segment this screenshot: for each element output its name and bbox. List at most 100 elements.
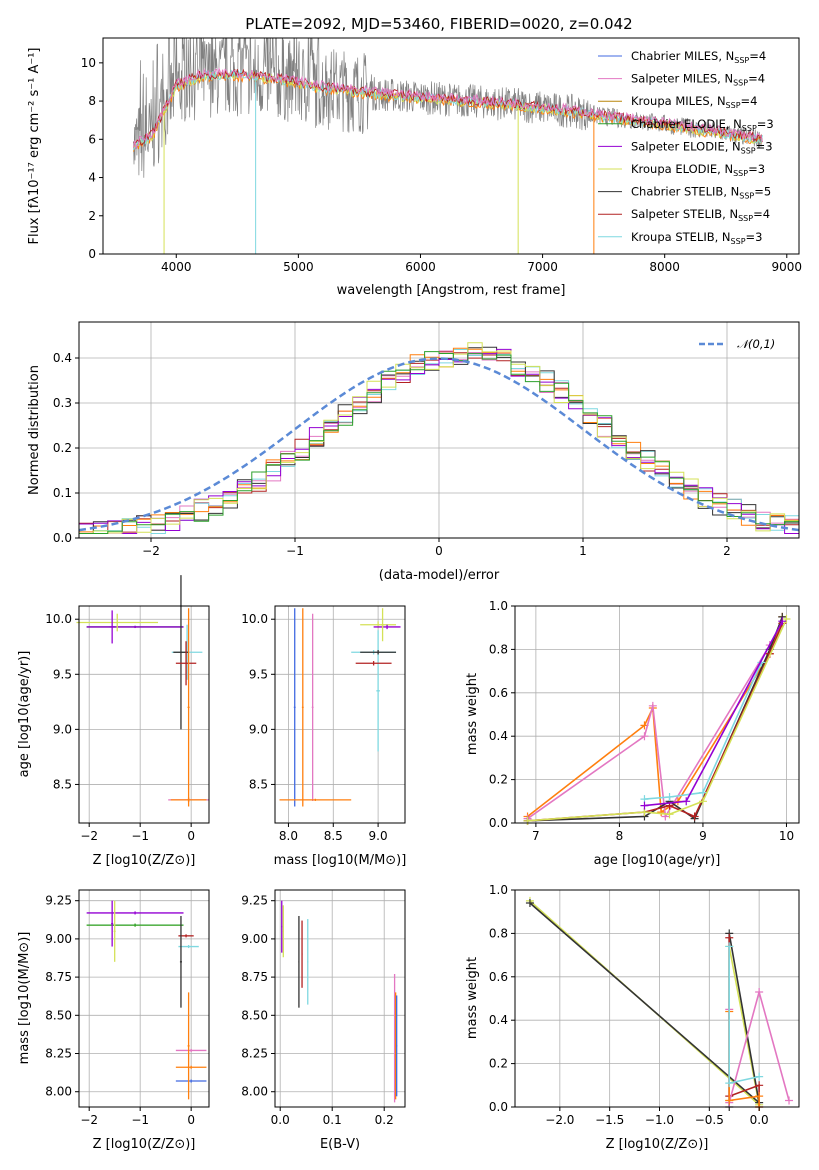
x-tick-label: 0.0 — [750, 1113, 769, 1127]
y-tick-label: 9.00 — [241, 932, 268, 946]
y-tick-label: 8.00 — [241, 1085, 268, 1099]
mass-vs-ebv-grid — [275, 890, 405, 1107]
x-tick-label: 0.1 — [323, 1113, 342, 1127]
y-tick-label: 9.25 — [45, 894, 72, 908]
mass-vs-z-ticks: −2 −1 0 8.00 8.25 8.50 8.75 9.00 9.25 — [45, 894, 195, 1127]
spectrum-ticks: 4000 5000 6000 7000 8000 9000 0 2 4 6 8 10 — [81, 56, 802, 274]
mass-vs-ebv-frame — [274, 889, 406, 1108]
y-tick-label: 8.25 — [241, 1047, 268, 1061]
gaussian-legend-label: 𝒩(0,1) — [737, 337, 775, 351]
legend-subscript: SSP — [726, 101, 741, 110]
mass-vs-ebv-data — [281, 900, 398, 1103]
y-tick-label: 0.2 — [489, 773, 508, 787]
x-tick-label: 2 — [723, 544, 731, 558]
weight-age-series — [527, 616, 784, 818]
x-tick-label: 0 — [187, 1113, 195, 1127]
weight-age-marker — [690, 812, 699, 821]
x-tick-label: 8.5 — [324, 829, 343, 843]
legend-value: =3 — [746, 230, 763, 244]
mass-vs-ebv-ticks: 0.0 0.1 0.2 8.00 8.25 8.50 8.75 9.00 9.25 — [241, 894, 393, 1127]
mass-vs-z-grid — [79, 890, 209, 1107]
age-vs-mass-panel: 8.0 8.5 9.0 8.5 9.0 9.5 10.0 mass [log10(M/M⊙)… — [241, 605, 406, 868]
y-tick-label: 10.0 — [241, 612, 268, 626]
legend-subscript: SSP — [741, 146, 756, 155]
y-tick-label: 8.25 — [45, 1047, 72, 1061]
age-vs-z-grid — [79, 606, 209, 823]
y-tick-label: 0.2 — [489, 1057, 508, 1071]
y-tick-label: 6 — [88, 132, 96, 146]
weight-z-marker — [725, 1079, 734, 1088]
age-vs-mass-ticks: 8.0 8.5 9.0 8.5 9.0 9.5 10.0 — [241, 612, 387, 843]
weight-z-marker — [725, 933, 734, 942]
y-tick-label: 8 — [88, 94, 96, 108]
legend-label: Chabrier ELODIE, NSSP=3 — [631, 117, 774, 133]
weight-vs-age-panel: 7 8 9 10 0.0 0.2 0.4 0.6 0.8 1.0 age [log10(age/y… — [465, 599, 800, 868]
weight-age-marker — [640, 732, 649, 741]
y-tick-label: 0.6 — [489, 970, 508, 984]
y-tick-label: 10.0 — [45, 612, 72, 626]
weight-vs-z-ticks: −2.0 −1.5 −1.0 −0.5 0.0 0.0 0.2 0.4 0.6 0.8 1.0 — [489, 883, 769, 1127]
y-tick-label: 0.3 — [53, 396, 72, 410]
y-tick-label: 9.5 — [249, 667, 268, 681]
y-tick-label: 0.0 — [53, 531, 72, 545]
legend-value: =5 — [754, 185, 771, 199]
mass-vs-ebv-panel: 0.0 0.1 0.2 8.00 8.25 8.50 8.75 9.00 9.25 E(B-V) — [241, 889, 406, 1152]
weight-vs-age-ticks: 7 8 9 10 0.0 0.2 0.4 0.6 0.8 1.0 — [489, 599, 794, 843]
legend-label: Salpeter MILES, NSSP=4 — [631, 72, 765, 88]
y-tick-label: 8.75 — [45, 970, 72, 984]
x-tick-label: 8000 — [649, 260, 680, 274]
y-tick-label: 0.0 — [489, 816, 508, 830]
x-tick-label: 0.0 — [271, 1113, 290, 1127]
x-tick-label: 9 — [699, 829, 707, 843]
age-vs-z-panel: −2 −1 0 8.5 9.0 9.5 10.0 Z [log10(Z/Z⊙)] age [… — [17, 575, 210, 868]
legend-value: =3 — [756, 139, 773, 153]
y-tick-label: 8.50 — [241, 1008, 268, 1022]
weight-z-marker — [725, 1096, 734, 1105]
weight-vs-z-grid — [515, 889, 799, 1108]
legend-subscript: SSP — [734, 56, 749, 65]
mass-vs-ebv-xlabel: E(B-V) — [320, 1137, 360, 1152]
legend-label: Chabrier STELIB, NSSP=5 — [631, 185, 771, 201]
x-tick-label: −1 — [286, 544, 304, 558]
weight-vs-z-frame — [514, 889, 800, 1108]
y-tick-label: 10 — [81, 56, 96, 70]
weight-vs-age-xlabel: age [log10(age/yr)] — [594, 853, 721, 868]
weight-vs-age-ylabel: mass weight — [465, 673, 480, 755]
mass-vs-z-panel: −2 −1 0 8.00 8.25 8.50 8.75 9.00 9.25 Z [log10(Z… — [17, 889, 210, 1152]
x-tick-label: 9.0 — [369, 829, 388, 843]
residual-ylabel: Normed distribution — [27, 365, 42, 495]
residual-ticks: −2 −1 0 1 2 0.0 0.1 0.2 0.3 0.4 — [53, 351, 731, 558]
spectrum-ylabel: Flux [fλ10⁻¹⁷ erg cm⁻² s⁻¹ A⁻¹] — [27, 48, 42, 245]
y-tick-label: 9.25 — [241, 894, 268, 908]
x-tick-label: −1 — [131, 829, 149, 843]
x-tick-label: 0 — [435, 544, 443, 558]
legend-label: Chabrier MILES, NSSP=4 — [631, 49, 766, 65]
age-vs-z-ticks: −2 −1 0 8.5 9.0 9.5 10.0 — [45, 612, 195, 843]
x-tick-label: −2.0 — [545, 1113, 574, 1127]
mass-vs-z-frame — [78, 889, 210, 1108]
mass-vs-z-ylabel: mass [log10(M/M⊙)] — [17, 932, 32, 1065]
x-tick-label: 10 — [779, 829, 794, 843]
legend-subscript: SSP — [742, 124, 757, 133]
mass-vs-z-xlabel: Z [log10(Z/Z⊙)] — [93, 1137, 196, 1152]
weight-age-marker — [657, 808, 666, 817]
y-tick-label: 8.5 — [249, 777, 268, 791]
x-tick-label: −1 — [131, 1113, 149, 1127]
age-vs-z-xlabel: Z [log10(Z/Z⊙)] — [93, 853, 196, 868]
weight-age-marker — [778, 617, 787, 626]
x-tick-label: 1 — [579, 544, 587, 558]
legend-subscript: SSP — [738, 214, 753, 223]
age-vs-mass-frame — [274, 605, 406, 824]
weight-age-marker — [523, 816, 532, 825]
legend-label: Salpeter STELIB, NSSP=4 — [631, 207, 770, 223]
y-tick-label: 8.00 — [45, 1085, 72, 1099]
legend-label: Kroupa STELIB, NSSP=3 — [631, 230, 762, 246]
gaussian-curve — [79, 357, 799, 532]
weight-age-marker — [698, 797, 707, 806]
weight-age-marker — [640, 801, 649, 810]
x-tick-label: 6000 — [405, 260, 436, 274]
weight-vs-age-data — [523, 612, 791, 825]
spectrum-xlabel: wavelength [Angstrom, rest frame] — [337, 283, 566, 298]
legend-value: =3 — [748, 162, 765, 176]
x-tick-label: 0.2 — [375, 1113, 394, 1127]
